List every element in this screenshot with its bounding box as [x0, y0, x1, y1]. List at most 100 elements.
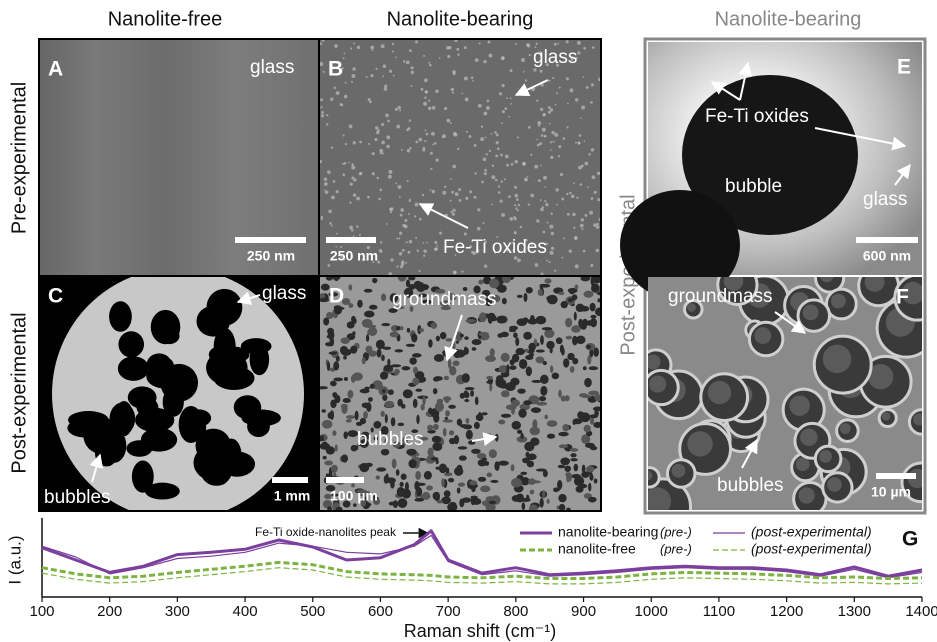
pore [556, 337, 563, 344]
legend-label: (post-experimental) [751, 541, 872, 557]
legend-note: (pre-) [660, 541, 692, 556]
particle [474, 172, 476, 174]
particle [529, 54, 531, 56]
particle [417, 250, 419, 252]
particle [537, 144, 540, 147]
particle [539, 142, 542, 145]
pore [436, 336, 440, 342]
annotation: Fe-Ti oxide-nanolites peak [255, 525, 397, 539]
particle [442, 134, 446, 138]
pore [390, 331, 399, 337]
annotation: Fe-Ti oxides [705, 106, 809, 127]
particle [491, 133, 493, 135]
pore [394, 369, 399, 376]
pore [422, 396, 425, 405]
particle [501, 180, 503, 182]
pore [391, 417, 396, 426]
particle [349, 201, 351, 203]
particle [483, 60, 486, 63]
particle [592, 175, 596, 179]
particle [538, 179, 541, 182]
x-tick-label: 1400 [905, 603, 937, 620]
pore [512, 421, 521, 430]
pore [513, 332, 518, 338]
particle [399, 110, 401, 112]
particle [395, 108, 398, 111]
particle [566, 126, 568, 128]
annotation: bubbles [44, 487, 111, 508]
particle [454, 271, 456, 273]
particle [590, 101, 593, 104]
particle [419, 270, 421, 272]
particle [514, 217, 517, 220]
particle [571, 194, 575, 198]
pore [465, 348, 469, 355]
particle [569, 192, 572, 195]
particle [536, 219, 539, 222]
particle [320, 43, 322, 45]
bubble-shape [67, 419, 104, 438]
particle [351, 166, 355, 170]
pore [435, 402, 444, 412]
particle [573, 182, 575, 184]
x-tick-label: 100 [29, 603, 54, 620]
particle [432, 106, 436, 110]
particle [321, 114, 324, 117]
particle [331, 225, 333, 227]
particle [502, 84, 505, 87]
particle [457, 148, 459, 150]
particle [422, 194, 424, 196]
particle [541, 273, 544, 276]
pore [789, 395, 810, 416]
pore [441, 478, 444, 487]
particle [384, 87, 387, 90]
particle [452, 165, 456, 169]
particle [515, 207, 517, 209]
x-tick-label: 600 [368, 603, 393, 620]
particle [474, 144, 477, 147]
particle [336, 190, 339, 193]
pore [341, 349, 352, 356]
pore [343, 431, 347, 439]
particle [453, 72, 456, 75]
particle [477, 208, 480, 211]
pore [330, 381, 337, 387]
pore [347, 321, 355, 328]
particle [495, 179, 498, 182]
pore [443, 396, 451, 401]
particle [596, 249, 600, 253]
particle [382, 75, 384, 77]
pore [582, 395, 592, 398]
particle [359, 172, 362, 175]
bubble-shape [145, 483, 180, 500]
pore [482, 457, 487, 461]
particle [581, 106, 585, 110]
particle [403, 60, 405, 62]
particle [502, 110, 505, 113]
pore [803, 305, 819, 321]
particle [334, 87, 336, 89]
pore [327, 362, 330, 371]
pore [457, 487, 461, 493]
particle [386, 145, 390, 149]
particle [484, 172, 487, 175]
particle [506, 164, 509, 167]
particle [327, 264, 330, 267]
pore [558, 432, 569, 436]
pore [381, 323, 390, 326]
pore [461, 497, 471, 502]
particle [550, 108, 553, 111]
particle [328, 210, 332, 214]
particle [548, 106, 551, 109]
particle [356, 225, 358, 227]
particle [396, 266, 398, 268]
pore [346, 419, 352, 423]
pore [576, 336, 586, 344]
pore [486, 473, 492, 478]
pore [524, 349, 528, 353]
pore [882, 412, 891, 421]
pore [331, 465, 338, 473]
particle [554, 43, 557, 46]
particle [551, 131, 554, 134]
particle [429, 64, 432, 67]
